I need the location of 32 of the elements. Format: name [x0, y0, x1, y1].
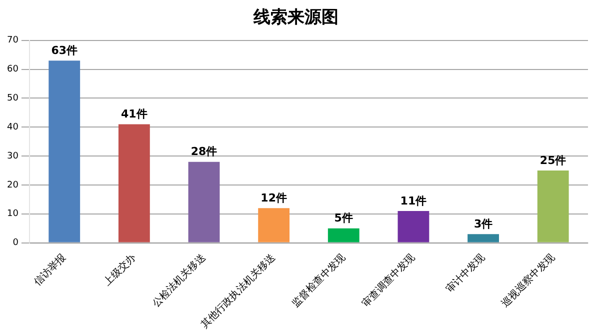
bar [48, 60, 80, 242]
bar [537, 170, 569, 242]
data-label: 11件 [400, 194, 427, 208]
data-label: 28件 [190, 145, 218, 158]
bar [188, 162, 220, 242]
y-tick-label: 70 [7, 36, 19, 46]
y-tick-label: 50 [7, 94, 19, 104]
y-tick-label: 40 [7, 122, 19, 132]
x-tick-label: 审计中发现 [443, 252, 488, 296]
x-tick-label: 上级交办 [101, 252, 138, 288]
data-label: 3件 [474, 217, 493, 230]
y-tick-label: 30 [7, 151, 19, 162]
x-tick-label: 审查调查中发现 [359, 252, 418, 310]
bar [258, 208, 290, 242]
x-tick-label: 信访举报 [32, 252, 68, 288]
data-label: 5件 [334, 212, 353, 225]
y-tick-label: 60 [7, 64, 19, 75]
x-tick-label: 巡视巡察中发现 [499, 252, 558, 310]
bar [468, 234, 499, 242]
y-tick-label: 20 [7, 180, 19, 190]
y-tick-label: 10 [7, 209, 19, 220]
x-tick-label: 公检法机关移送 [150, 252, 208, 310]
chart-title: 线索来源图 [252, 8, 338, 28]
data-label: 12件 [260, 191, 287, 204]
y-tick-label: 0 [12, 238, 19, 248]
data-label: 63件 [51, 44, 78, 57]
data-label: 25件 [540, 154, 566, 167]
bar [328, 228, 360, 242]
bar [398, 211, 430, 242]
x-tick-label: 监督检查中发现 [290, 252, 348, 310]
data-label: 41件 [121, 108, 148, 121]
bar [118, 124, 150, 242]
